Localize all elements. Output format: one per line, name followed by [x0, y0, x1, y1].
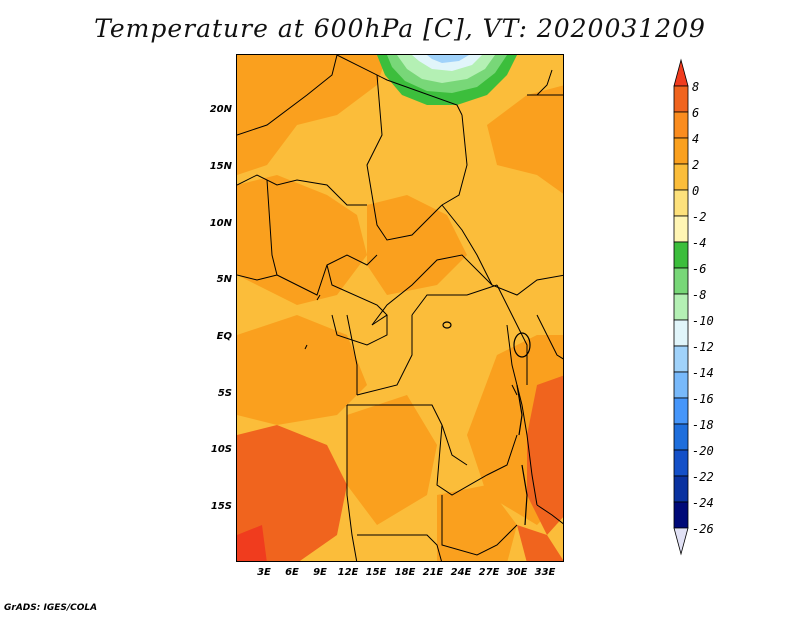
- lon-label: 12E: [337, 567, 359, 578]
- colorbar-segment: [673, 137, 689, 165]
- colorbar-label: -20: [692, 444, 714, 458]
- colorbar: [673, 58, 689, 556]
- colorbar-segment: [673, 475, 689, 503]
- colorbar-segment: [673, 293, 689, 321]
- colorbar-segment: [673, 319, 689, 347]
- colorbar-segment: [673, 189, 689, 217]
- colorbar-label: -18: [692, 418, 714, 432]
- lon-label: 3E: [257, 567, 271, 578]
- colorbar-segment: [673, 85, 689, 113]
- lat-label: 10N: [209, 218, 232, 229]
- colorbar-label: -8: [692, 288, 707, 302]
- credit-text: GrADS: IGES/COLA: [4, 603, 98, 613]
- colorbar-label: -26: [692, 522, 714, 536]
- lat-label: 15N: [209, 161, 232, 172]
- colorbar-label: -6: [692, 262, 707, 276]
- lat-label: EQ: [216, 331, 232, 342]
- colorbar-segment: [673, 215, 689, 243]
- colorbar-label: -14: [692, 366, 714, 380]
- lon-label: 33E: [534, 567, 556, 578]
- colorbar-label: -16: [692, 392, 714, 406]
- colorbar-label: 0: [692, 184, 700, 198]
- colorbar-label: -4: [692, 236, 707, 250]
- colorbar-arrow-bottom: [673, 527, 689, 556]
- lon-label: 30E: [506, 567, 528, 578]
- colorbar-segment: [673, 371, 689, 399]
- colorbar-label: 4: [692, 132, 700, 146]
- lon-label: 18E: [394, 567, 416, 578]
- map-panel: [236, 54, 564, 562]
- colorbar-segment: [673, 501, 689, 529]
- colorbar-label: -24: [692, 496, 714, 510]
- colorbar-segment: [673, 111, 689, 139]
- colorbar-segment: [673, 423, 689, 451]
- lon-label: 21E: [422, 567, 444, 578]
- temperature-field-map: [237, 55, 563, 561]
- colorbar-label: -12: [692, 340, 714, 354]
- colorbar-label: -10: [692, 314, 714, 328]
- colorbar-arrow-top: [673, 58, 689, 87]
- colorbar-segment: [673, 267, 689, 295]
- lon-label: 15E: [365, 567, 387, 578]
- colorbar-segment: [673, 241, 689, 269]
- colorbar-label: -22: [692, 470, 714, 484]
- colorbar-label: 6: [692, 106, 700, 120]
- colorbar-segment: [673, 397, 689, 425]
- lat-label: 5N: [216, 274, 232, 285]
- colorbar-label: 8: [692, 80, 700, 94]
- lat-label: 20N: [209, 104, 232, 115]
- map-title: Temperature at 600hPa [C], VT: 202003120…: [94, 14, 706, 43]
- colorbar-label: -2: [692, 210, 707, 224]
- lon-label: 27E: [478, 567, 500, 578]
- colorbar-segment: [673, 345, 689, 373]
- lon-label: 9E: [313, 567, 327, 578]
- lat-label: 15S: [210, 501, 232, 512]
- colorbar-segment: [673, 449, 689, 477]
- lat-label: 5S: [217, 388, 232, 399]
- lon-label: 24E: [450, 567, 472, 578]
- lat-label: 10S: [210, 444, 232, 455]
- lon-label: 6E: [285, 567, 299, 578]
- colorbar-segment: [673, 163, 689, 191]
- colorbar-label: 2: [692, 158, 700, 172]
